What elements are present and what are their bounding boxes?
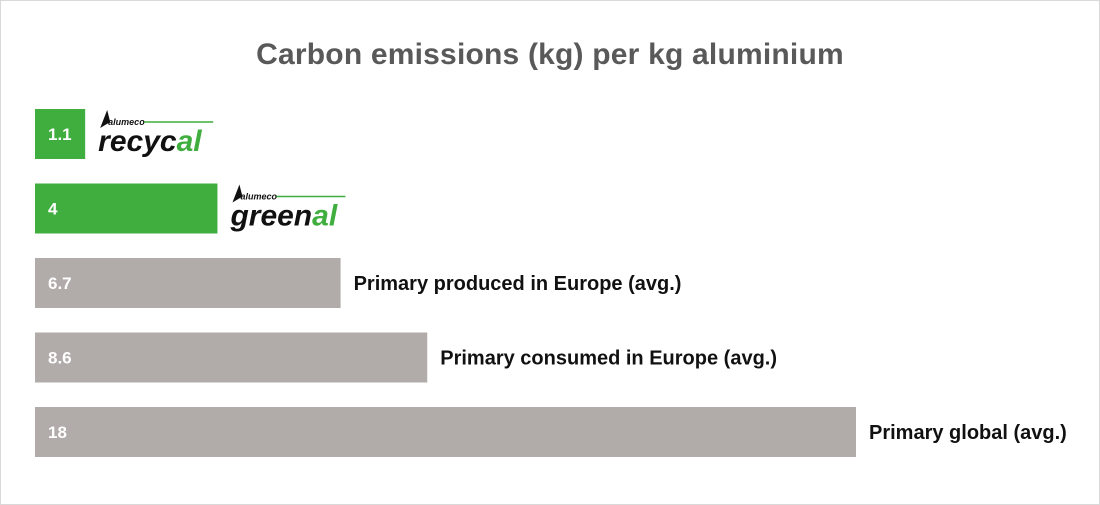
bar-3 (35, 332, 428, 383)
bar-0 (35, 109, 86, 159)
chart-title: Carbon emissions (kg) per kg aluminium (256, 38, 844, 71)
logo-wordmark: greenal (229, 200, 337, 233)
logo-wordmark: recycal (98, 125, 202, 158)
value-label-1: 4 (48, 200, 58, 219)
category-label-2: Primary produced in Europe (avg.) (354, 273, 682, 295)
category-label-3: Primary consumed in Europe (avg.) (440, 348, 777, 370)
logo-brand-text: alumeco (108, 117, 145, 127)
logo-brand-text: alumeco (240, 192, 277, 202)
bar-1 (35, 183, 218, 234)
value-label-3: 8.6 (48, 349, 72, 368)
bar-2 (35, 258, 341, 308)
value-label-0: 1.1 (48, 125, 72, 144)
category-label-4: Primary global (avg.) (869, 422, 1067, 444)
alumeco-mark-icon (232, 184, 243, 203)
alumeco-mark-icon (100, 110, 111, 128)
bar-4 (35, 407, 856, 457)
value-label-4: 18 (48, 423, 67, 442)
value-label-2: 6.7 (48, 274, 72, 293)
